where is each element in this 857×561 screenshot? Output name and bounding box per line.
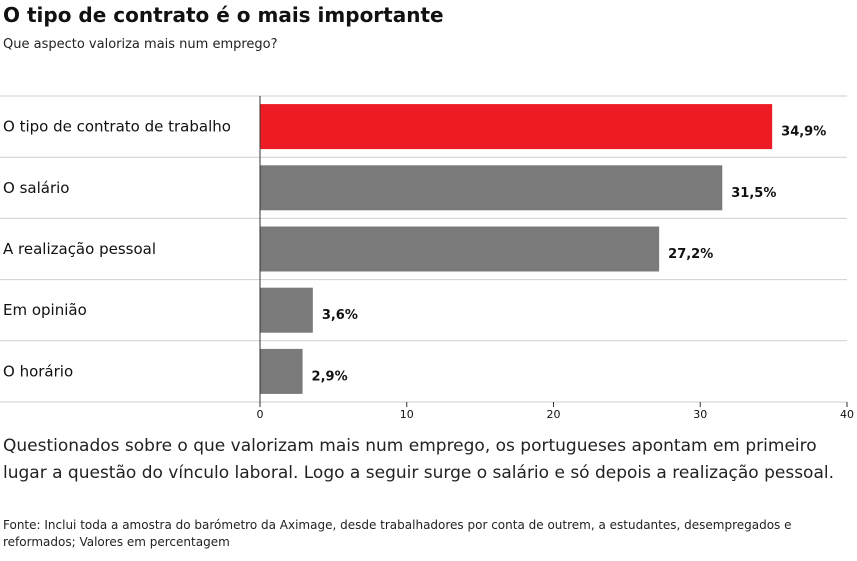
value-label: 34,9% bbox=[781, 125, 826, 140]
bar bbox=[260, 226, 660, 272]
bar bbox=[260, 165, 723, 211]
x-tick-label: 30 bbox=[693, 408, 707, 421]
value-label: 27,2% bbox=[668, 247, 713, 262]
category-label: A realização pessoal bbox=[3, 240, 156, 258]
chart-description: Questionados sobre o que valorizam mais … bbox=[3, 436, 834, 483]
chart-title: O tipo de contrato é o mais importante bbox=[3, 3, 444, 27]
value-label: 3,6% bbox=[322, 308, 358, 323]
bar bbox=[260, 348, 303, 394]
value-label: 31,5% bbox=[731, 186, 776, 201]
x-tick-label: 0 bbox=[257, 408, 264, 421]
x-tick-label: 40 bbox=[840, 408, 854, 421]
category-label: O salário bbox=[3, 179, 69, 197]
x-tick-label: 20 bbox=[547, 408, 561, 421]
category-label: O tipo de contrato de trabalho bbox=[3, 118, 231, 136]
category-label: Em opinião bbox=[3, 301, 87, 319]
x-tick-label: 10 bbox=[400, 408, 414, 421]
bar bbox=[260, 287, 313, 333]
chart-subtitle: Que aspecto valoriza mais num emprego? bbox=[3, 37, 278, 52]
value-label: 2,9% bbox=[312, 369, 348, 384]
bar bbox=[260, 104, 773, 150]
bar-chart: O tipo de contrato de trabalho 34,9% O sal… bbox=[0, 95, 854, 421]
chart-source: Fonte: Inclui toda a amostra do barómetr… bbox=[3, 518, 792, 549]
category-label: O horário bbox=[3, 362, 73, 380]
